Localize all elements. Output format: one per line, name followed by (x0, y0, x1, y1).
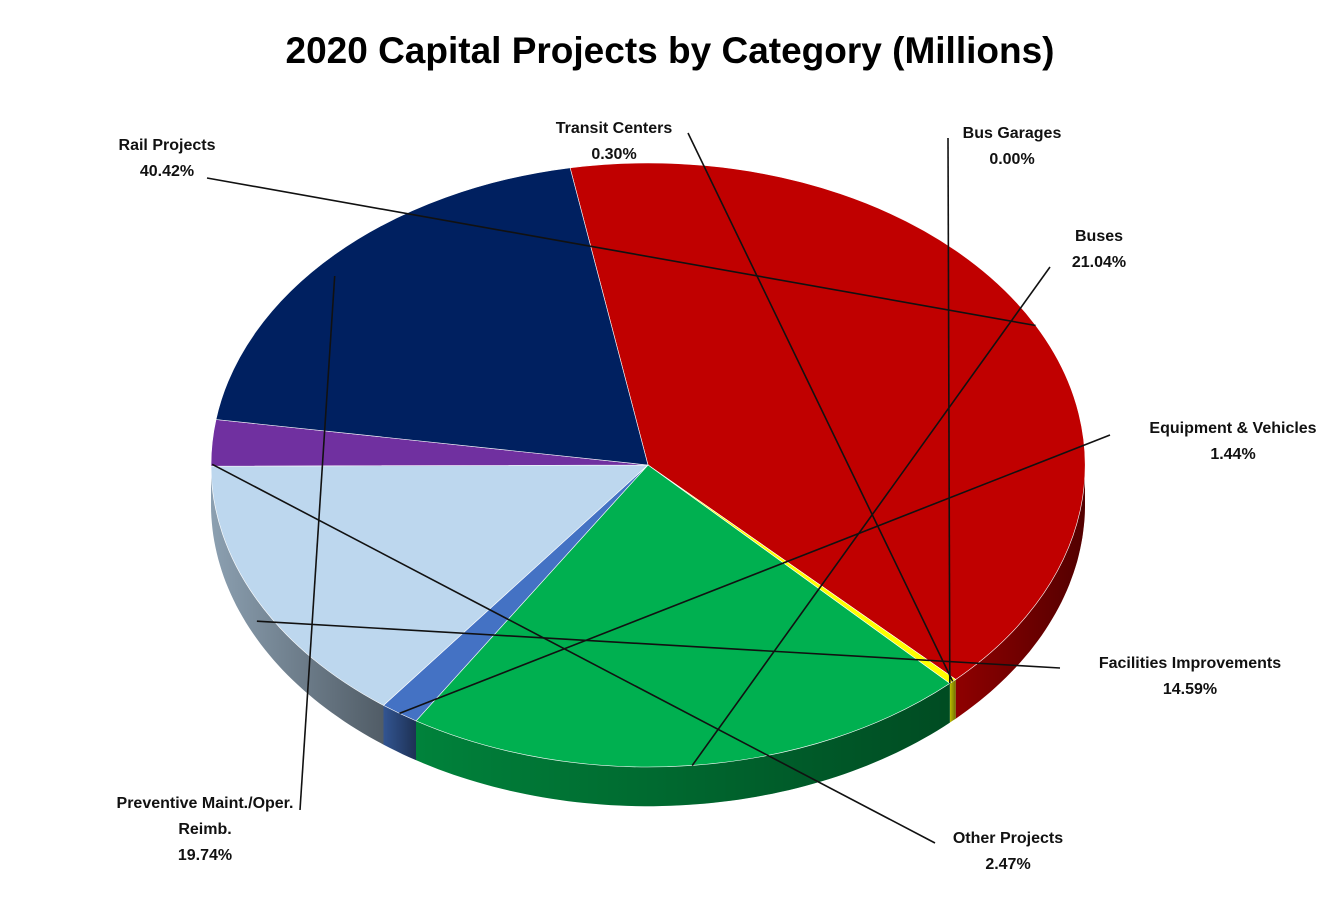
data-label-value: 2.47% (985, 856, 1030, 873)
pie-slice-facilities-improvements (210, 464, 649, 706)
data-label-category: Rail Projects (119, 137, 216, 154)
data-label-value: 19.74% (178, 847, 232, 864)
data-label-category: Equipment & Vehicles (1149, 420, 1316, 437)
data-label-category: Bus Garages (963, 125, 1062, 142)
leader-line-facilities-improvements (256, 620, 1061, 669)
pie-side-shade (383, 705, 416, 761)
data-label-value: 1.44% (1210, 446, 1255, 463)
pie-side-shade (211, 466, 384, 745)
chart-title: 2020 Capital Projects by Category (Milli… (285, 30, 1055, 71)
leader-line-transit-centers (687, 132, 954, 682)
data-label-value: 0.30% (591, 146, 636, 163)
leader-line-preventive-maint-oper-reimb (299, 275, 336, 811)
leader-line-rail-projects (206, 177, 1036, 327)
leader-line-other-projects (211, 463, 936, 844)
leader-line-bus-garages (947, 137, 951, 684)
data-label-category: Reimb. (178, 821, 231, 838)
data-label-value: 14.59% (1163, 681, 1217, 698)
data-label-value: 0.00% (989, 151, 1034, 168)
data-label-value: 21.04% (1072, 254, 1126, 271)
leader-line-buses (691, 266, 1051, 766)
pie-labels: Rail Projects 40.42% Transit Centers 0.30% B… (117, 120, 1317, 873)
pie-side-shade (416, 683, 950, 807)
data-label-category: Buses (1075, 228, 1123, 245)
data-label-value: 40.42% (140, 163, 194, 180)
data-label-category: Preventive Maint./Oper. (117, 795, 294, 812)
data-label-category: Facilities Improvements (1099, 655, 1281, 672)
pie-tops (210, 162, 1086, 768)
data-label-category: Other Projects (953, 830, 1063, 847)
data-label-category: Transit Centers (556, 120, 673, 137)
pie-sides (211, 466, 1085, 807)
pie-side-shade (955, 467, 1085, 719)
pie-slice-preventive-maint-oper-reimb (215, 167, 649, 466)
pie-side-shade (949, 679, 956, 723)
leader-line-equipment-vehicles (399, 434, 1111, 715)
